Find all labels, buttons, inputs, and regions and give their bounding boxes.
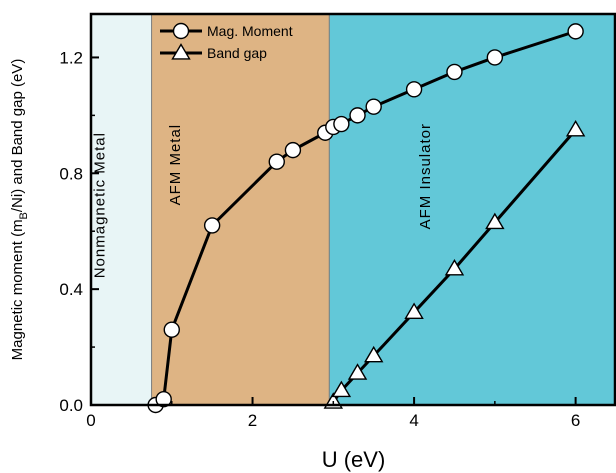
y-tick-label-2: 0.8 bbox=[59, 164, 83, 183]
region-label-0: Nonmagnetic Metal bbox=[92, 132, 109, 278]
series-0-point-1 bbox=[155, 391, 172, 408]
series-0-point-10 bbox=[365, 98, 382, 115]
legend: Mag. Moment Band gap bbox=[160, 22, 293, 61]
legend-marker-0 bbox=[172, 22, 190, 40]
series-0-point-3 bbox=[203, 217, 221, 234]
series-1-point-3 bbox=[363, 345, 384, 363]
region-labels: Nonmagnetic Metal AFM Metal AFM Insulator bbox=[92, 123, 435, 278]
series-0-point-14 bbox=[567, 23, 584, 40]
series-1-point-5 bbox=[444, 258, 465, 276]
y-tick-label-3: 1.2 bbox=[59, 48, 83, 67]
series-0-point-12 bbox=[446, 63, 463, 81]
y-axis-title-rest: /Ni) and Band gap (eV) bbox=[9, 59, 26, 212]
series-1-point-1 bbox=[331, 380, 352, 398]
series-0-point-5 bbox=[284, 141, 302, 159]
y-axis-title: Magnetic moment (mB/Ni) and Band gap (eV… bbox=[9, 59, 30, 361]
y-axis-title-main: Magnetic moment (m bbox=[9, 219, 26, 360]
series-1-point-7 bbox=[565, 119, 586, 137]
series-0-point-11 bbox=[405, 81, 423, 98]
x-axis-title: U (eV) bbox=[322, 447, 386, 472]
x-tick-label-1: 2 bbox=[248, 411, 257, 430]
legend-label-0: Mag. Moment bbox=[207, 23, 293, 39]
y-tick-label-0: 0.0 bbox=[59, 396, 83, 415]
region-2 bbox=[329, 14, 616, 405]
y-tick-label-1: 0.4 bbox=[59, 280, 83, 299]
x-tick-label-2: 4 bbox=[409, 411, 418, 430]
series-1-point-4 bbox=[404, 302, 424, 319]
series-0-point-8 bbox=[333, 115, 350, 133]
legend-label-1: Band gap bbox=[207, 45, 267, 61]
series-0-point-2 bbox=[163, 321, 180, 338]
axis-ticks: 0 2 4 6 0.0 0.4 0.8 1.2 bbox=[59, 48, 580, 430]
plot-frame bbox=[89, 12, 616, 407]
region-label-2: AFM Insulator bbox=[417, 123, 434, 229]
region-0 bbox=[91, 14, 152, 405]
y-axis-title-subscript: B bbox=[18, 212, 30, 219]
region-1 bbox=[151, 14, 330, 405]
region-label-1: AFM Metal bbox=[167, 124, 184, 206]
series-0-point-13 bbox=[486, 49, 504, 66]
series-0-point-9 bbox=[349, 107, 366, 124]
series-1-point-6 bbox=[485, 212, 505, 230]
legend-marker-1 bbox=[171, 43, 191, 60]
series-0-point-4 bbox=[268, 153, 285, 170]
x-tick-label-3: 6 bbox=[571, 411, 580, 430]
background-regions bbox=[91, 14, 616, 405]
x-tick-label-0: 0 bbox=[86, 411, 95, 430]
series-markers bbox=[147, 23, 586, 414]
series-1-point-2 bbox=[347, 363, 368, 380]
